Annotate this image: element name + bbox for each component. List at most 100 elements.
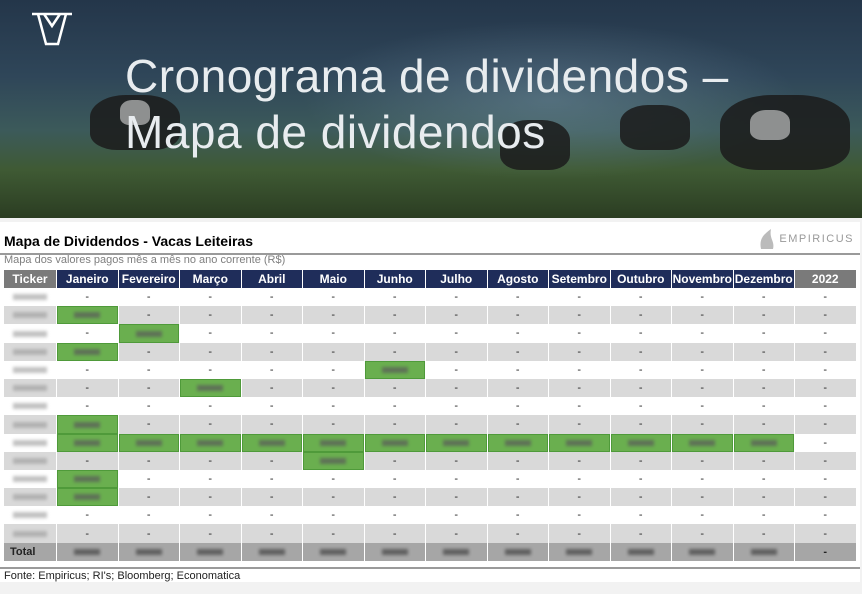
empty-cell: - xyxy=(549,469,610,489)
empty-cell: - xyxy=(733,342,794,361)
empty-cell: - xyxy=(241,306,302,325)
empty-cell: - xyxy=(549,306,610,325)
blurred-value xyxy=(13,457,47,464)
blurred-value xyxy=(135,548,162,555)
empty-cell: - xyxy=(795,451,856,470)
empty-cell: - xyxy=(733,506,794,525)
empty-cell: - xyxy=(795,306,856,325)
empty-cell: - xyxy=(241,288,302,307)
column-header: 2022 xyxy=(795,270,856,288)
empty-cell: - xyxy=(57,397,118,416)
empty-cell: - xyxy=(303,306,364,325)
empty-cell: - xyxy=(57,360,118,379)
blurred-value xyxy=(13,348,47,355)
empty-cell: - xyxy=(733,378,794,398)
total-cell xyxy=(549,542,610,561)
empty-cell: - xyxy=(610,378,671,398)
blurred-value xyxy=(13,312,47,319)
total-cell xyxy=(487,542,548,561)
blurred-value xyxy=(135,439,162,446)
empty-cell: - xyxy=(487,415,548,434)
empty-cell: - xyxy=(364,469,425,489)
empty-cell: - xyxy=(487,469,548,489)
empty-cell: - xyxy=(180,288,241,307)
empty-cell: - xyxy=(549,397,610,416)
empty-cell: - xyxy=(672,360,733,379)
empty-cell: - xyxy=(795,433,856,452)
empty-cell: - xyxy=(733,415,794,434)
empty-cell: - xyxy=(795,506,856,525)
empty-cell: - xyxy=(733,488,794,507)
empty-cell: - xyxy=(610,506,671,525)
empty-cell: - xyxy=(672,324,733,343)
empty-cell: - xyxy=(487,360,548,379)
empty-cell: - xyxy=(180,360,241,379)
blurred-value xyxy=(197,385,224,392)
paid-cell xyxy=(364,360,425,379)
table-subtitle: Mapa dos valores pagos mês a mês no ano … xyxy=(4,254,286,266)
empty-cell: - xyxy=(180,324,241,343)
empty-cell: - xyxy=(57,524,118,543)
empty-cell: - xyxy=(549,342,610,361)
blurred-value xyxy=(74,312,101,319)
empty-cell: - xyxy=(303,488,364,507)
column-header: Junho xyxy=(364,270,425,288)
empty-cell: - xyxy=(364,324,425,343)
table-row: ------------- xyxy=(4,397,856,416)
ticker-cell xyxy=(4,469,56,489)
ticker-cell xyxy=(4,451,56,470)
paid-cell xyxy=(180,378,241,398)
empty-cell: - xyxy=(426,451,487,470)
empty-cell: - xyxy=(118,360,179,379)
empty-cell: - xyxy=(364,488,425,507)
ticker-cell xyxy=(4,288,56,307)
table-row: ------------ xyxy=(4,306,856,325)
empty-cell: - xyxy=(118,451,179,470)
empty-cell: - xyxy=(795,378,856,398)
empty-cell: - xyxy=(364,378,425,398)
paid-cell xyxy=(426,433,487,452)
empty-cell: - xyxy=(364,306,425,325)
column-header: Fevereiro xyxy=(118,270,179,288)
blurred-value xyxy=(258,439,285,446)
empty-cell: - xyxy=(241,524,302,543)
column-header: Março xyxy=(180,270,241,288)
empty-cell: - xyxy=(795,342,856,361)
ticker-cell xyxy=(4,360,56,379)
paid-cell xyxy=(180,433,241,452)
empty-cell: - xyxy=(241,360,302,379)
ticker-cell xyxy=(4,397,56,416)
cow-image xyxy=(750,110,790,140)
empty-cell: - xyxy=(241,342,302,361)
empty-cell: - xyxy=(241,324,302,343)
table-row: ------------ xyxy=(4,451,856,470)
empty-cell: - xyxy=(610,324,671,343)
table-row: - xyxy=(4,433,856,452)
empty-cell: - xyxy=(303,378,364,398)
empty-cell: - xyxy=(733,451,794,470)
empty-cell: - xyxy=(487,306,548,325)
paid-cell xyxy=(303,433,364,452)
empty-cell: - xyxy=(426,306,487,325)
blurred-value xyxy=(13,403,47,410)
blurred-value xyxy=(320,457,347,464)
empty-cell: - xyxy=(672,506,733,525)
paid-cell xyxy=(57,433,118,452)
column-header: Ticker xyxy=(4,270,56,288)
blurred-value xyxy=(135,330,162,337)
empty-cell: - xyxy=(795,415,856,434)
table-row: ------------- xyxy=(4,288,856,307)
empty-cell: - xyxy=(57,451,118,470)
blurred-value xyxy=(258,548,285,555)
empty-cell: - xyxy=(733,397,794,416)
column-header: Janeiro xyxy=(57,270,118,288)
empty-cell: - xyxy=(733,324,794,343)
paid-cell xyxy=(733,433,794,452)
paid-cell xyxy=(610,433,671,452)
blurred-value xyxy=(443,439,470,446)
blurred-value xyxy=(381,548,408,555)
empty-cell: - xyxy=(487,524,548,543)
paid-cell xyxy=(241,433,302,452)
dividend-map-card: Mapa de Dividendos - Vacas Leiteiras EMP… xyxy=(0,222,860,582)
total-cell xyxy=(733,542,794,561)
